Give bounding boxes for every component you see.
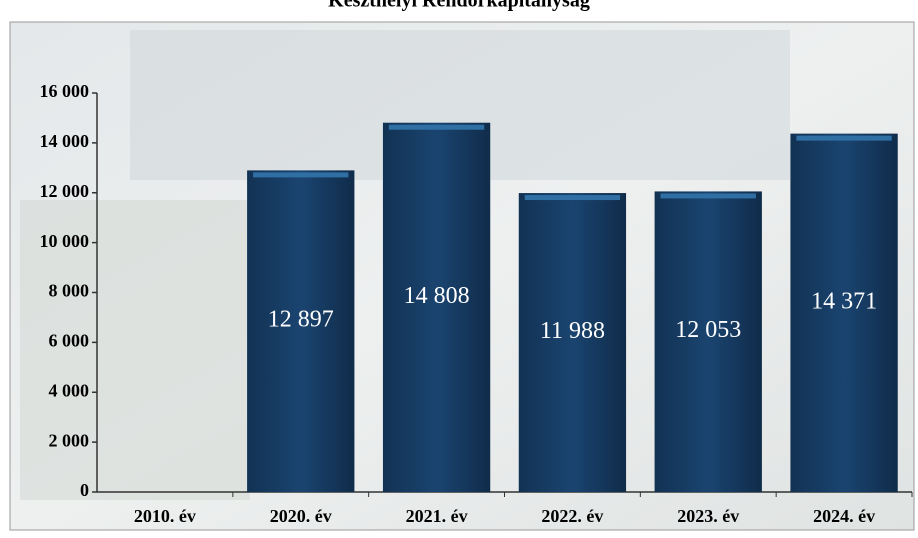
y-tick-label: 0 — [80, 480, 89, 500]
bar — [790, 133, 898, 493]
bar — [654, 191, 762, 492]
background-tree — [20, 200, 250, 500]
bar — [382, 122, 491, 493]
bar-highlight — [388, 124, 485, 130]
bar — [247, 170, 355, 493]
bar-highlight — [524, 195, 621, 201]
x-tick-label: 2010. év — [134, 506, 196, 526]
y-tick-label: 14 000 — [40, 131, 90, 151]
x-tick-label: 2021. év — [406, 506, 468, 526]
y-tick-label: 8 000 — [49, 281, 90, 301]
bar-highlight — [253, 172, 349, 178]
y-tick-label: 12 000 — [40, 181, 90, 201]
bar-highlight — [660, 193, 756, 199]
y-tick-label: 10 000 — [40, 231, 90, 251]
value-label: 14 371 — [811, 288, 877, 314]
y-tick-label: 2 000 — [49, 430, 90, 450]
value-label: 12 053 — [675, 317, 741, 343]
x-tick-label: 2020. év — [270, 506, 332, 526]
y-tick-label: 6 000 — [49, 331, 90, 351]
y-tick-label: 4 000 — [49, 380, 90, 400]
bar-highlight — [796, 135, 892, 141]
y-tick-label: 16 000 — [40, 81, 90, 101]
x-tick-label: 2022. év — [541, 506, 603, 526]
value-label: 12 897 — [268, 307, 334, 333]
value-label: 11 988 — [540, 318, 605, 344]
value-label: 14 808 — [404, 283, 470, 309]
x-tick-label: 2023. év — [677, 506, 739, 526]
bar — [518, 193, 627, 492]
chart-title: Keszthelyi Rendőrkapitányság — [328, 0, 590, 12]
x-tick-label: 2024. év — [813, 506, 875, 526]
